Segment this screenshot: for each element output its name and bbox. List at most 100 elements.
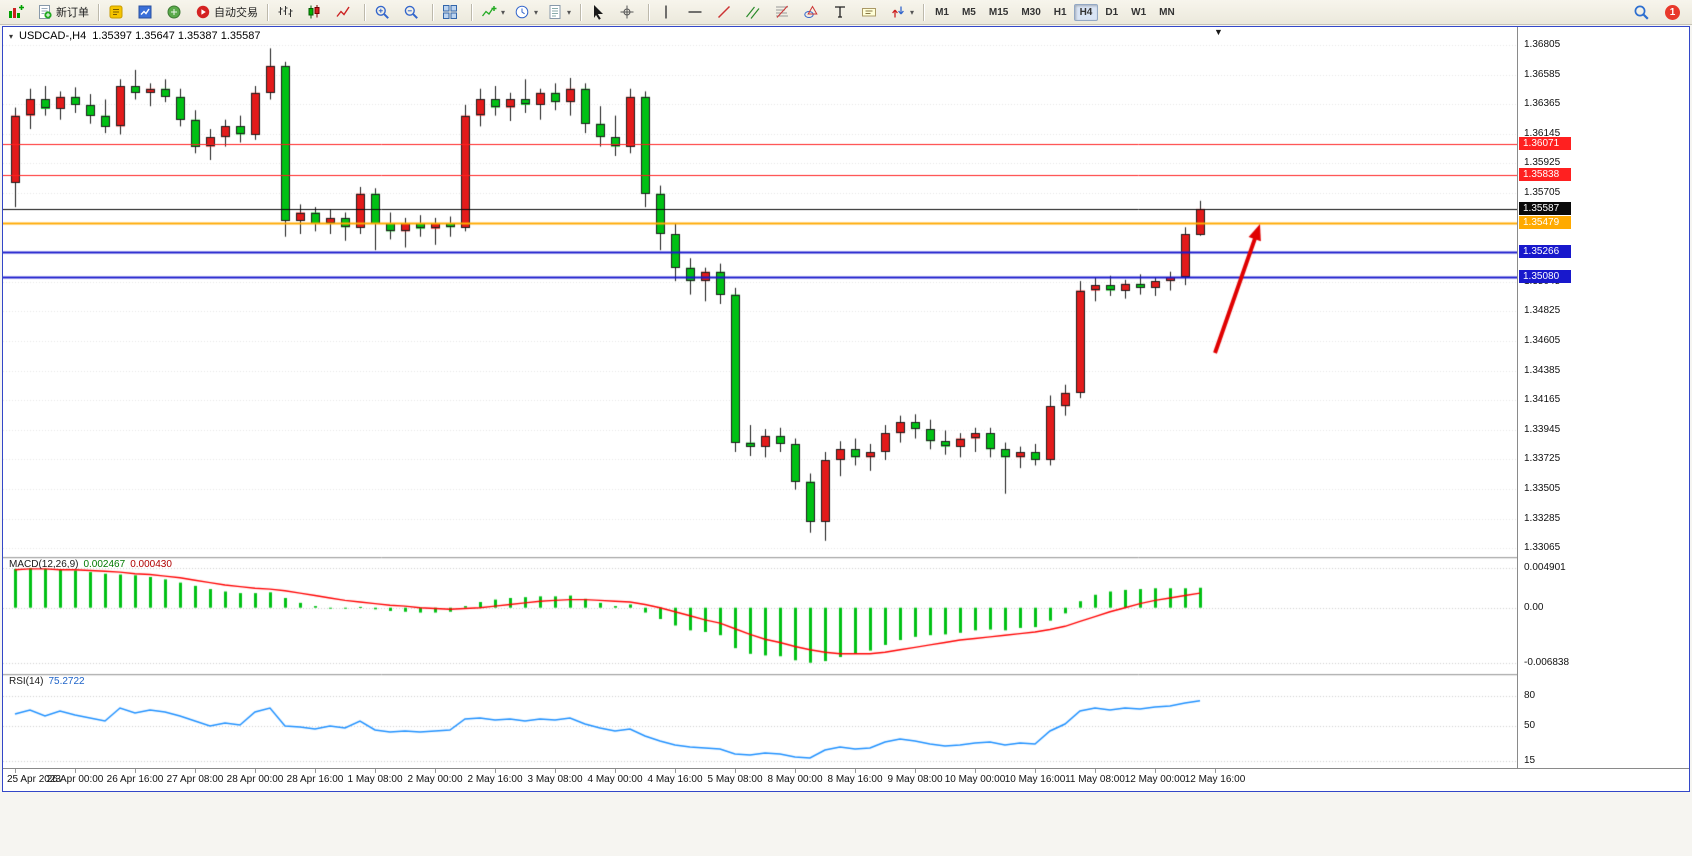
candles-icon <box>306 4 322 20</box>
periods-button[interactable]: ▾ <box>510 1 542 24</box>
chart-candles-button[interactable] <box>302 1 330 24</box>
magnifier-icon <box>1633 4 1650 21</box>
time-tick-mark <box>435 769 436 773</box>
symbol-period-label: USDCAD-,H4 <box>19 30 87 42</box>
time-tick-mark <box>495 769 496 773</box>
trendline-button[interactable] <box>712 1 740 24</box>
price-level-badge: 1.35080 <box>1519 270 1571 284</box>
price-level-badge: 1.35266 <box>1519 245 1571 259</box>
timeframe-M15[interactable]: M15 <box>988 6 1009 18</box>
timeframe-H4[interactable]: H4 <box>1073 3 1099 21</box>
notifications-button[interactable]: 1 <box>1665 4 1680 20</box>
chevron-down-icon[interactable]: ▾ <box>910 7 915 17</box>
chevron-down-icon[interactable]: ▾ <box>534 7 539 17</box>
time-axis-label: 4 May 00:00 <box>587 774 643 785</box>
zoom-out-button[interactable] <box>399 1 427 24</box>
tile-windows-button[interactable] <box>438 1 466 24</box>
tile-icon <box>442 4 458 20</box>
bars-icon <box>277 4 293 20</box>
time-axis-label: 10 May 16:00 <box>1004 774 1066 785</box>
price-tick-label: 1.34385 <box>1524 364 1561 376</box>
new-order-button[interactable]: 新订单 <box>33 1 93 24</box>
price-level-badge: 1.36071 <box>1519 136 1571 150</box>
arrows-button[interactable]: ▾ <box>886 1 918 24</box>
symbol-dropdown-icon[interactable]: ▾ <box>9 31 14 41</box>
new-chart-button[interactable] <box>4 1 32 24</box>
macd-name: MACD(12,26,9) <box>9 559 79 570</box>
chart-shift-marker[interactable]: ▼ <box>1214 27 1223 37</box>
time-axis-label: 10 May 00:00 <box>944 774 1006 785</box>
time-tick-mark <box>135 769 136 773</box>
search-button[interactable] <box>1629 1 1657 24</box>
time-tick-mark <box>735 769 736 773</box>
chart-line-button[interactable] <box>331 1 359 24</box>
channel-button[interactable] <box>741 1 769 24</box>
cursor-icon <box>590 4 606 20</box>
fibonacci-icon <box>774 4 790 20</box>
time-axis-label: 25 Apr 2023 <box>7 774 61 785</box>
crosshair-button[interactable] <box>615 1 643 24</box>
time-tick-mark <box>1095 769 1096 773</box>
chart-bars-button[interactable] <box>273 1 301 24</box>
chevron-down-icon[interactable]: ▾ <box>567 7 572 17</box>
clock-icon <box>514 4 530 20</box>
macd-tick-label: -0.006838 <box>1524 657 1570 669</box>
price-tick-label: 1.34825 <box>1524 305 1561 317</box>
trendline-icon <box>716 4 732 20</box>
autotrading-button[interactable]: 自动交易 <box>191 1 262 24</box>
timeframe-D1[interactable]: D1 <box>1105 6 1119 18</box>
shapes-button[interactable] <box>799 1 827 24</box>
time-tick-mark <box>795 769 796 773</box>
time-axis-label: 11 May 08:00 <box>1065 774 1125 785</box>
zoom-out-icon <box>403 4 419 20</box>
rsi-indicator-label: RSI(14) 75.2722 <box>9 676 85 687</box>
price-tick-label: 1.35925 <box>1524 157 1561 169</box>
hline-icon <box>687 4 703 20</box>
templates-button[interactable]: ▾ <box>543 1 575 24</box>
time-axis-label: 12 May 00:00 <box>1124 774 1186 785</box>
price-tick-label: 1.33285 <box>1524 512 1561 524</box>
timeframe-H1[interactable]: H1 <box>1053 6 1067 18</box>
time-tick-mark <box>975 769 976 773</box>
timeframe-M30[interactable]: M30 <box>1021 6 1041 18</box>
timeframe-W1[interactable]: W1 <box>1131 6 1147 18</box>
shapes-icon <box>803 4 819 20</box>
time-tick-mark <box>555 769 556 773</box>
fibonacci-button[interactable] <box>770 1 798 24</box>
macd-main-value: 0.002467 <box>83 559 126 570</box>
rsi-name: RSI(14) <box>9 676 44 687</box>
price-tick-label: 1.33945 <box>1524 423 1561 435</box>
time-tick-mark <box>75 769 76 773</box>
vertical-line-button[interactable] <box>654 1 682 24</box>
time-axis-label: 27 Apr 08:00 <box>166 774 224 785</box>
timeframe-M5[interactable]: M5 <box>961 6 976 18</box>
autotrading-button-label: 自动交易 <box>214 7 258 19</box>
price-level-badge: 1.35587 <box>1519 201 1571 215</box>
timeframe-M1[interactable]: M1 <box>935 6 949 18</box>
text-button[interactable] <box>828 1 856 24</box>
market-watch-button[interactable] <box>133 1 161 24</box>
timeframe-MN[interactable]: MN <box>1159 6 1175 18</box>
price-axis[interactable]: 1.36805 1.36585 1.36365 1.36145 1.35925 1.357… <box>1517 27 1689 768</box>
label-button[interactable] <box>857 1 885 24</box>
indicators-button[interactable]: ▾ <box>477 1 509 24</box>
price-tick-label: 1.33065 <box>1524 542 1561 554</box>
time-tick-mark <box>315 769 316 773</box>
time-tick-mark <box>255 769 256 773</box>
time-axis-label: 1 May 08:00 <box>347 774 403 785</box>
toolbar-separator <box>98 3 99 21</box>
chevron-down-icon[interactable]: ▾ <box>501 7 506 17</box>
time-axis-label: 28 Apr 16:00 <box>286 774 344 785</box>
metaeditor-button[interactable] <box>104 1 132 24</box>
cursor-button[interactable] <box>586 1 614 24</box>
text-icon <box>832 4 848 20</box>
time-axis[interactable]: 25 Apr 2023 26 Apr 00:00 26 Apr 16:00 27 Ap… <box>3 768 1689 790</box>
time-tick-mark <box>375 769 376 773</box>
macd-signal-value: 0.000430 <box>130 559 172 570</box>
rsi-tick-label: 80 <box>1524 690 1536 701</box>
navigator-button[interactable] <box>162 1 190 24</box>
toolbar-separator <box>267 3 268 21</box>
horizontal-line-button[interactable] <box>683 1 711 24</box>
chart-canvas[interactable] <box>3 27 1517 768</box>
zoom-in-button[interactable] <box>370 1 398 24</box>
